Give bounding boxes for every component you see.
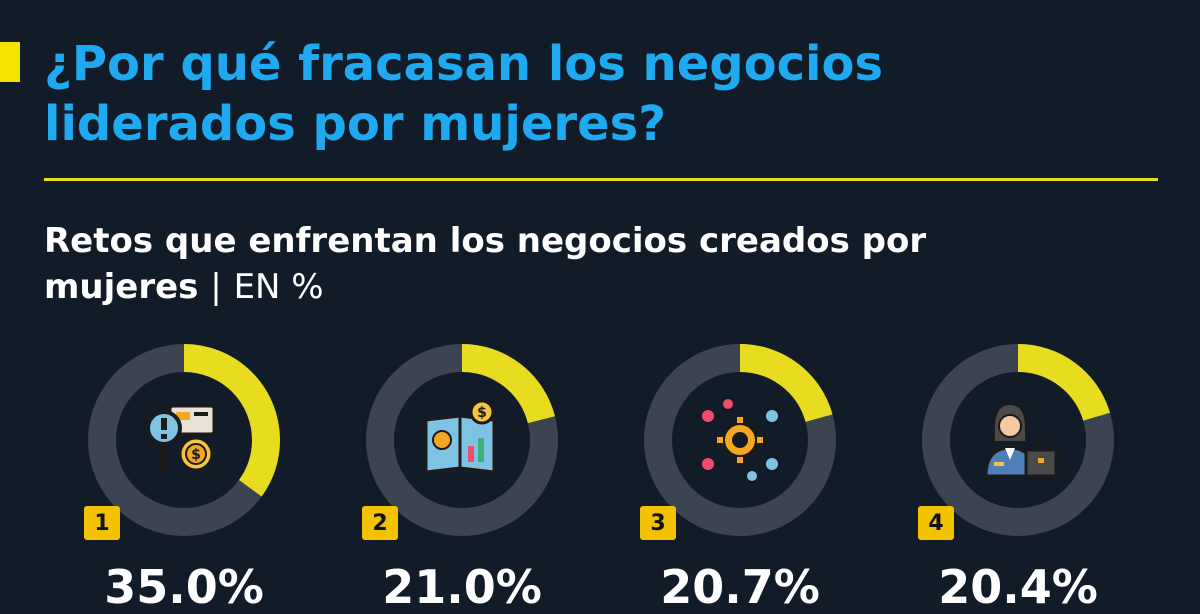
value-label-2: 21.0%: [382, 560, 542, 614]
svg-text:$: $: [477, 405, 487, 421]
subtitle-separator: |: [210, 267, 222, 307]
donut-arc-1: [88, 344, 280, 536]
donut-chart-3: 3 20.7%: [640, 340, 840, 612]
rank-badge-4: 4: [918, 506, 954, 540]
donut-chart-1: $ 1 35.0%: [84, 340, 284, 612]
finance-report-icon: $: [424, 399, 496, 474]
donut-4: [922, 344, 1114, 536]
donut-1: [88, 344, 280, 536]
rank-badge-1: 1: [84, 506, 120, 540]
donut-arc-2: [366, 344, 558, 536]
rank-badge-2: 2: [362, 506, 398, 540]
donut-chart-2: $ 2 21.0%: [362, 340, 562, 612]
search-money-icon: $: [146, 404, 216, 472]
donut-3: [644, 344, 836, 536]
chart-subtitle: Retos que enfrentan los negocios creados…: [44, 218, 1044, 310]
subtitle-unit: EN %: [233, 267, 324, 307]
donut-arc-3: [644, 344, 836, 536]
svg-text:$: $: [191, 447, 201, 463]
donut-arc-4: [922, 344, 1114, 536]
subtitle-text: Retos que enfrentan los negocios creados…: [44, 221, 927, 307]
businesswoman-icon: [984, 402, 1058, 478]
accent-bar: [0, 42, 20, 82]
gear-process-icon: [702, 399, 778, 481]
value-label-1: 35.0%: [104, 560, 264, 614]
value-label-3: 20.7%: [660, 560, 820, 614]
donut-2: [366, 344, 558, 536]
page-title: ¿Por qué fracasan los negocios liderados…: [44, 36, 884, 152]
title-divider: [44, 178, 1158, 181]
donut-chart-4: 4 20.4%: [918, 340, 1118, 612]
rank-badge-3: 3: [640, 506, 676, 540]
value-label-4: 20.4%: [938, 560, 1098, 614]
